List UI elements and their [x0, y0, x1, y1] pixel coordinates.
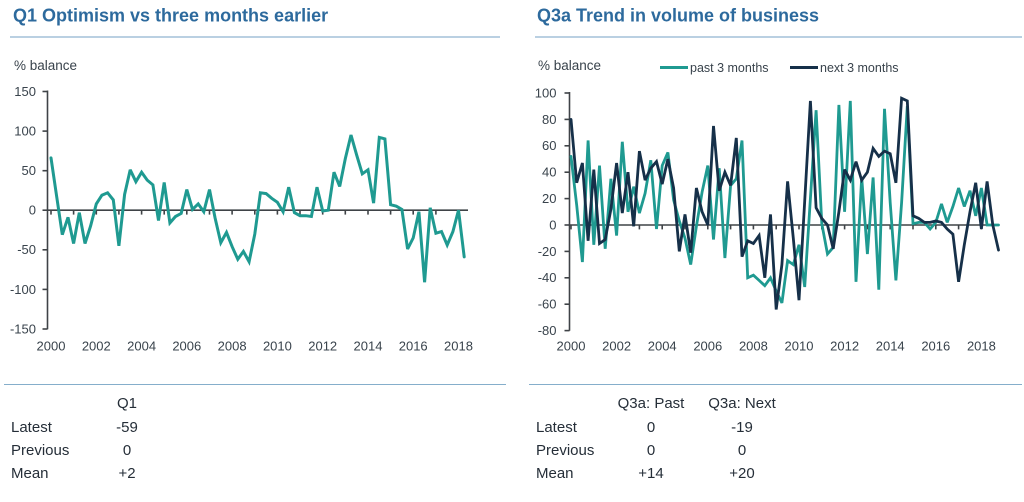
svg-text:60: 60	[542, 138, 556, 153]
svg-text:2002: 2002	[82, 339, 111, 354]
svg-text:-80: -80	[538, 323, 557, 338]
svg-text:2016: 2016	[921, 339, 950, 354]
svg-text:20: 20	[542, 191, 556, 206]
svg-text:0: 0	[29, 203, 36, 218]
svg-text:+20: +20	[729, 465, 754, 482]
svg-text:2014: 2014	[354, 339, 383, 354]
svg-text:% balance: % balance	[538, 58, 601, 73]
svg-text:Q3a: Next: Q3a: Next	[708, 395, 776, 412]
svg-text:2000: 2000	[37, 339, 66, 354]
svg-text:2012: 2012	[830, 339, 859, 354]
svg-text:-50: -50	[17, 242, 36, 257]
svg-text:Latest: Latest	[11, 419, 53, 436]
svg-text:-100: -100	[10, 282, 36, 297]
svg-text:40: 40	[542, 165, 556, 180]
svg-text:2002: 2002	[602, 339, 631, 354]
svg-text:2018: 2018	[967, 339, 996, 354]
svg-text:150: 150	[14, 84, 36, 99]
svg-text:-150: -150	[10, 321, 36, 336]
svg-text:Mean: Mean	[536, 465, 574, 482]
svg-text:2014: 2014	[876, 339, 905, 354]
svg-text:next 3 months: next 3 months	[820, 61, 899, 75]
svg-text:-59: -59	[116, 419, 138, 436]
svg-text:Q1 Optimism vs three months ea: Q1 Optimism vs three months earlier	[13, 6, 328, 26]
svg-text:-40: -40	[538, 270, 557, 285]
svg-text:0: 0	[647, 442, 655, 459]
svg-text:50: 50	[22, 163, 36, 178]
svg-text:2018: 2018	[444, 339, 473, 354]
svg-text:% balance: % balance	[14, 58, 77, 73]
svg-text:2008: 2008	[739, 339, 768, 354]
svg-text:Previous: Previous	[536, 442, 594, 459]
svg-text:2016: 2016	[399, 339, 428, 354]
svg-text:2010: 2010	[263, 339, 292, 354]
svg-text:0: 0	[549, 217, 556, 232]
svg-text:2004: 2004	[648, 339, 677, 354]
svg-text:0: 0	[123, 442, 131, 459]
svg-text:2000: 2000	[557, 339, 586, 354]
svg-text:2008: 2008	[218, 339, 247, 354]
svg-text:Mean: Mean	[11, 465, 49, 482]
svg-text:2006: 2006	[693, 339, 722, 354]
svg-text:80: 80	[542, 112, 556, 127]
svg-text:Q1: Q1	[117, 395, 137, 412]
svg-text:2004: 2004	[127, 339, 156, 354]
svg-text:Q3a: Past: Q3a: Past	[618, 395, 686, 412]
svg-text:-20: -20	[538, 244, 557, 259]
svg-text:100: 100	[535, 85, 557, 100]
svg-text:Previous: Previous	[11, 442, 69, 459]
svg-text:Q3a Trend in volume of busines: Q3a Trend in volume of business	[537, 6, 819, 26]
svg-text:0: 0	[647, 419, 655, 436]
svg-text:+2: +2	[118, 465, 135, 482]
svg-text:Latest: Latest	[536, 419, 578, 436]
svg-text:2010: 2010	[785, 339, 814, 354]
svg-text:2012: 2012	[308, 339, 337, 354]
svg-text:100: 100	[14, 124, 36, 139]
svg-text:2006: 2006	[172, 339, 201, 354]
svg-text:past 3 months: past 3 months	[690, 61, 769, 75]
svg-text:+14: +14	[638, 465, 663, 482]
svg-text:0: 0	[738, 442, 746, 459]
svg-text:-60: -60	[538, 297, 557, 312]
svg-text:-19: -19	[731, 419, 753, 436]
